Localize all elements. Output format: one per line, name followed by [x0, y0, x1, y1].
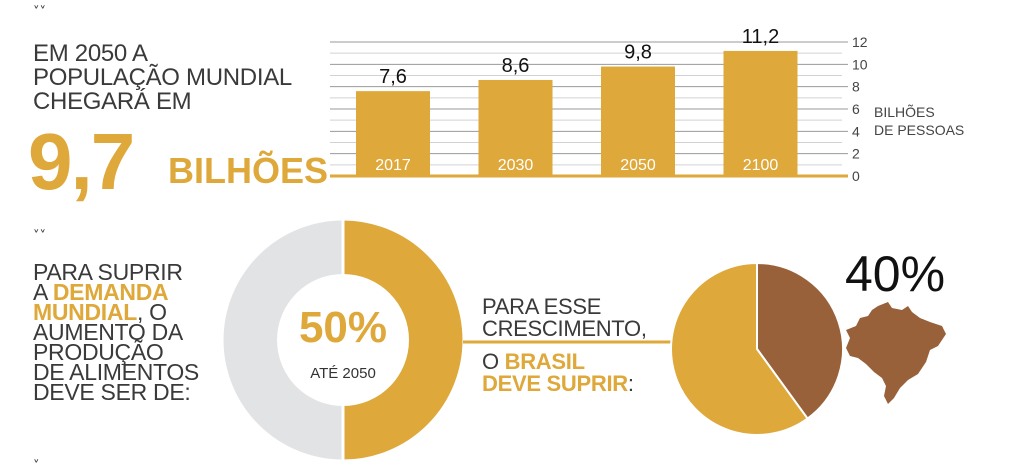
text-line: PARA ESSE: [482, 294, 602, 319]
y-axis-label: BILHÕES DE PESSOAS: [874, 103, 964, 139]
text-line: AUMENTO DA: [33, 319, 183, 345]
y-axis-label-line: DE PESSOAS: [874, 122, 965, 138]
big-number: 9,7: [28, 117, 135, 206]
donut-center-label: 50%: [298, 303, 388, 352]
y-tick-label: 12: [852, 34, 868, 50]
headline: EM 2050 A POPULAÇÃO MUNDIAL CHEGARÁ EM: [33, 42, 292, 114]
y-tick-label: 8: [852, 79, 860, 95]
text-fragment: O: [482, 349, 505, 374]
headline-line: CHEGARÁ EM: [33, 88, 192, 115]
y-tick-label: 2: [852, 146, 860, 162]
y-tick-label: 6: [852, 101, 860, 117]
text-line: DEVE SER DE:: [33, 379, 191, 405]
highlight-text: BRASIL: [504, 349, 585, 374]
text-line: PARA SUPRIR: [33, 259, 183, 285]
donut-chart: [220, 217, 466, 463]
section-marker: ˅˅: [33, 229, 46, 244]
y-tick-label: 0: [852, 168, 860, 184]
bar-value-label: 8,6: [502, 55, 530, 77]
headline-line: EM 2050 A: [33, 40, 148, 67]
brazil-text: O BRASIL DEVE SUPRIR:: [482, 351, 634, 395]
text-fragment: A: [33, 279, 53, 305]
bar-value-label: 11,2: [742, 26, 779, 48]
section-marker: ˅˅: [33, 5, 46, 20]
pie-slice: [670, 261, 809, 436]
highlight-text: DEVE SUPRIR: [482, 371, 628, 396]
donut-hole: [277, 274, 409, 406]
bar-category-label: 2100: [743, 157, 779, 174]
bar: [723, 50, 798, 176]
bar-category-label: 2017: [375, 157, 411, 174]
brazil-pie-chart: [670, 261, 844, 436]
y-tick-label: 4: [852, 123, 860, 139]
pie-label: 40%: [845, 246, 946, 302]
text-fragment: , O: [136, 299, 167, 325]
bar: [601, 66, 675, 176]
y-axis-label-line: BILHÕES: [874, 104, 935, 120]
bar-value-label: 9,8: [624, 42, 652, 64]
pie-slice: [756, 261, 844, 420]
text-line: CRESCIMENTO,: [482, 316, 647, 341]
bar-category-label: 2030: [498, 157, 534, 174]
demand-text: PARA SUPRIR A DEMANDA MUNDIAL, O AUMENTO…: [33, 259, 199, 405]
text-line: PRODUÇÃO: [33, 339, 164, 365]
donut-center-sublabel: ATÉ 2050: [310, 365, 376, 382]
brazil-map-icon: [846, 302, 946, 404]
headline-line: POPULAÇÃO MUNDIAL: [33, 64, 292, 91]
text-fragment: :: [627, 371, 634, 396]
highlight-text: MUNDIAL: [33, 299, 137, 325]
growth-text: PARA ESSE CRESCIMENTO,: [482, 296, 647, 340]
bar: [356, 91, 430, 176]
bar-value-label: 7,6: [379, 66, 407, 88]
bar: [478, 79, 553, 176]
text-line: DE ALIMENTOS: [33, 359, 199, 385]
section-marker: ˅: [33, 459, 40, 474]
highlight-text: DEMANDA: [52, 279, 169, 305]
big-unit: BILHÕES: [168, 150, 329, 191]
bar-chart: 0 2 4 6 8 10 12 7,6 2017 8,6 2030 9,8 2050 11,2 2100: [330, 26, 868, 184]
bar-category-label: 2050: [620, 157, 656, 174]
y-tick-label: 10: [852, 56, 868, 72]
